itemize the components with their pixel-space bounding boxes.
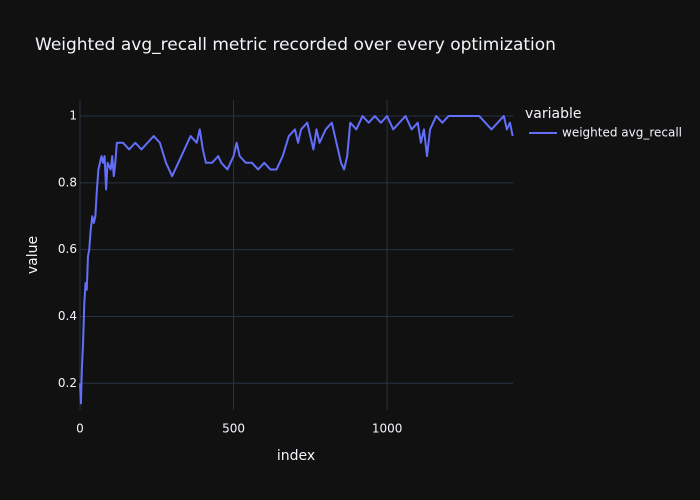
chart-title: Weighted avg_recall metric recorded over…: [35, 35, 556, 55]
x-axis-title: index: [277, 448, 315, 464]
x-tick-label: 0: [76, 422, 84, 436]
legend-title: variable: [525, 106, 581, 122]
legend-label: weighted avg_recall: [562, 126, 682, 140]
y-tick-label: 0.6: [58, 242, 77, 256]
y-axis-title: value: [25, 236, 41, 274]
y-tick-label: 0.2: [58, 376, 77, 390]
x-tick-label: 500: [222, 422, 245, 436]
data-line: [79, 115, 514, 405]
y-tick-label: 0.8: [58, 175, 77, 189]
y-tick-label: 0.4: [58, 309, 77, 323]
x-tick-label: 1000: [372, 422, 403, 436]
y-tick-label: 1: [69, 109, 77, 123]
